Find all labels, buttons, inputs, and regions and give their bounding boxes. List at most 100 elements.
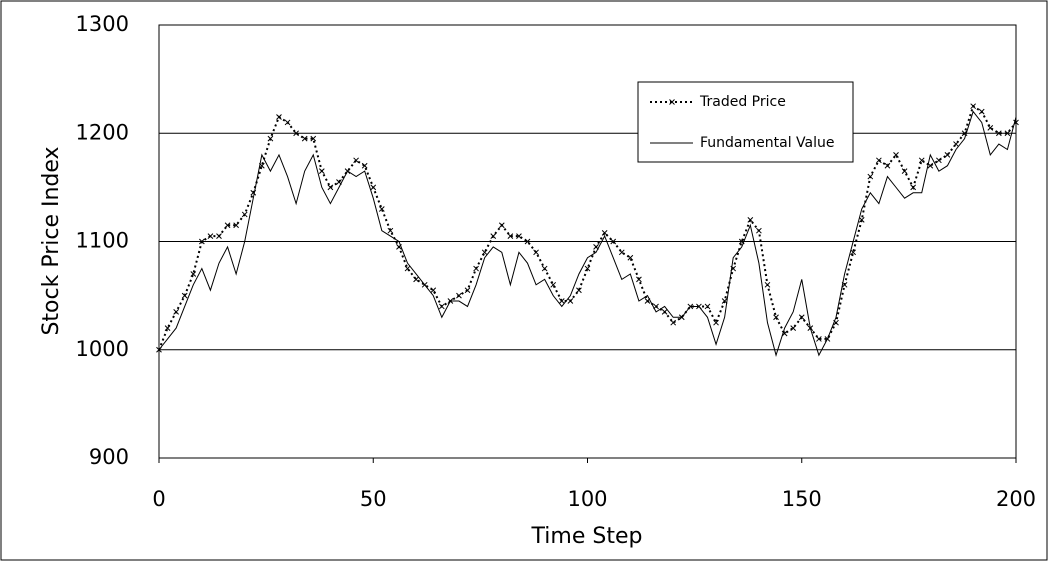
marker	[233, 222, 239, 229]
marker	[404, 265, 411, 272]
marker	[961, 130, 968, 137]
marker	[850, 249, 857, 256]
x-tick-label: 200	[996, 487, 1036, 511]
x-tick-label: 100	[567, 487, 607, 511]
marker	[301, 135, 308, 142]
marker	[576, 287, 582, 294]
marker	[164, 325, 171, 331]
marker	[327, 184, 334, 191]
marker	[927, 162, 934, 169]
legend-box	[637, 81, 854, 163]
marker	[481, 249, 488, 256]
marker	[773, 314, 779, 321]
marker	[207, 233, 214, 239]
marker	[378, 206, 385, 212]
x-tick-label: 50	[360, 487, 387, 511]
marker	[370, 184, 377, 191]
marker	[764, 281, 771, 288]
marker	[156, 346, 162, 353]
marker	[516, 233, 522, 239]
marker	[644, 298, 651, 304]
marker	[987, 124, 994, 131]
marker	[918, 157, 925, 164]
x-tick-label: 150	[782, 487, 822, 511]
marker	[293, 130, 299, 137]
marker	[816, 336, 822, 342]
marker	[276, 114, 282, 120]
marker	[738, 238, 745, 245]
y-tick-label: 900	[89, 445, 129, 469]
marker	[704, 303, 711, 310]
marker	[438, 303, 445, 310]
marker	[541, 265, 548, 272]
marker	[353, 157, 359, 164]
plot-frame	[158, 24, 1017, 459]
marker	[267, 135, 274, 142]
marker	[893, 152, 899, 158]
marker	[250, 189, 257, 196]
marker	[756, 227, 762, 234]
marker	[173, 309, 179, 315]
marker	[413, 276, 419, 283]
y-tick-label: 1200	[76, 120, 129, 144]
series-line	[158, 110, 1017, 357]
y-axis-title: Stock Price Index	[39, 146, 64, 335]
marker	[618, 249, 625, 256]
y-tick-label: 1100	[76, 229, 129, 253]
marker	[944, 152, 951, 158]
marker	[867, 173, 874, 180]
marker	[687, 303, 694, 310]
marker	[344, 168, 351, 174]
marker	[198, 238, 205, 245]
marker	[181, 292, 188, 299]
legend-label: Fundamental Value	[700, 135, 834, 151]
marker	[190, 271, 197, 277]
marker	[876, 157, 882, 164]
marker	[336, 179, 342, 185]
marker	[669, 99, 675, 105]
marker	[310, 135, 317, 142]
marker	[798, 314, 805, 321]
marker	[447, 298, 454, 304]
marker	[284, 119, 291, 126]
marker	[953, 141, 959, 147]
marker	[550, 281, 557, 288]
marker	[498, 222, 505, 229]
marker	[730, 265, 737, 272]
legend: Traded Price Fundamental Value	[637, 81, 854, 163]
marker	[790, 325, 797, 331]
marker	[258, 162, 265, 169]
marker	[361, 162, 368, 169]
marker	[430, 287, 437, 294]
marker	[653, 303, 659, 310]
marker	[241, 211, 248, 218]
marker	[318, 168, 325, 174]
marker	[490, 233, 497, 239]
marker	[696, 303, 702, 310]
marker	[833, 319, 839, 326]
marker	[610, 238, 617, 245]
marker	[678, 314, 685, 321]
marker	[910, 184, 917, 191]
x-tick-label: 0	[152, 487, 165, 511]
marker	[978, 108, 985, 115]
marker	[841, 281, 848, 288]
marker	[627, 254, 634, 261]
marker	[507, 233, 514, 239]
marker	[593, 244, 599, 250]
marker	[901, 168, 908, 174]
marker	[216, 233, 222, 239]
marker	[807, 325, 814, 331]
marker	[601, 229, 608, 236]
marker	[567, 298, 574, 304]
y-tick-label: 1300	[76, 12, 129, 36]
marker	[464, 287, 471, 294]
marker	[781, 330, 788, 337]
x-axis-title: Time Step	[531, 524, 643, 549]
legend-label: Traded Price	[699, 94, 786, 110]
marker	[713, 319, 719, 326]
marker	[456, 292, 462, 299]
marker	[1004, 130, 1011, 137]
series-line	[158, 104, 1017, 351]
